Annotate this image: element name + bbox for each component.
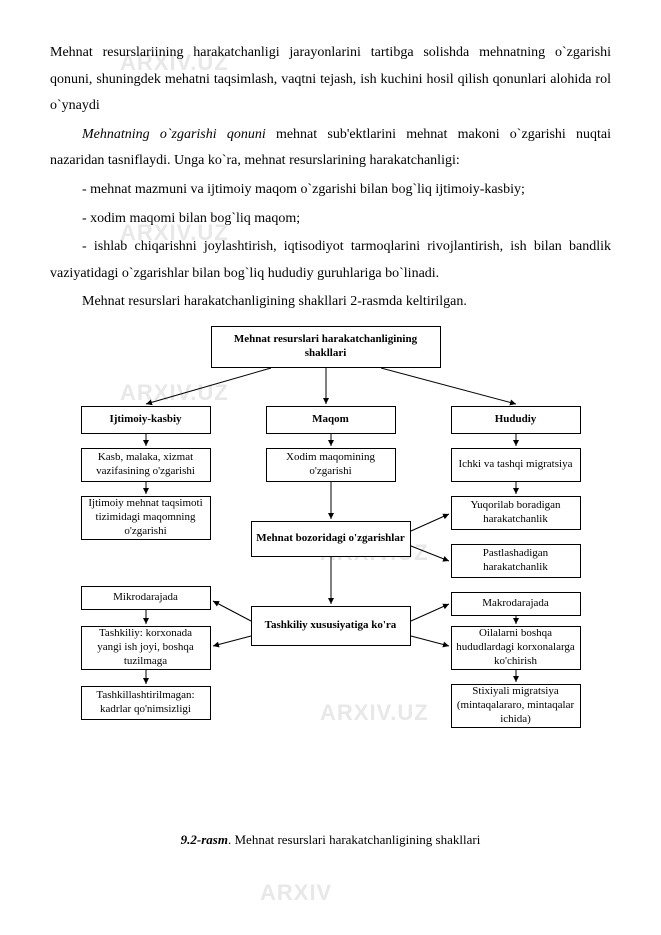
node-ijtm: Ijtimoiy mehnat taqsimoti tizimidagi maq… (81, 496, 211, 540)
node-ijtimoyi: Ijtimoiy-kasbiy (81, 406, 211, 434)
watermark: ARXIV (260, 880, 332, 906)
node-tkorx: Tashkiliy: korxonada yangi ish joyi, bos… (81, 626, 211, 670)
paragraph-1: Mehnat resurslariining harakatchanligi j… (50, 40, 611, 120)
node-ichki: Ichki va tashqi migratsiya (451, 448, 581, 482)
node-bozor: Mehnat bozoridagi o'zgarishlar (251, 521, 411, 557)
caption-text: . Mehnat resurslari harakatchanligining … (228, 832, 480, 847)
caption-label: 9.2-rasm (181, 832, 228, 847)
node-hududiy: Hududiy (451, 406, 581, 434)
paragraph-6: Mehnat resurslari harakatchanligining sh… (50, 289, 611, 316)
node-past: Pastlashadigan harakatchanlik (451, 544, 581, 578)
node-maqom: Maqom (266, 406, 396, 434)
figure-caption: 9.2-rasm. Mehnat resurslari harakatchanl… (50, 832, 611, 848)
paragraph-4: - xodim maqomi bilan bog`liq maqom; (50, 206, 611, 233)
paragraph-2: Mehnatning o`zgarishi qonuni mehnat sub'… (50, 122, 611, 175)
paragraph-5: - ishlab chiqarishni joylashtirish, iqti… (50, 234, 611, 287)
node-mikro: Mikrodarajada (81, 586, 211, 610)
emphasis-law: Mehnatning o`zgarishi qonuni (82, 127, 266, 142)
node-stix: Stixiyali migratsiya (mintaqalararo, min… (451, 684, 581, 728)
paragraph-3: - mehnat mazmuni va ijtimoiy maqom o`zga… (50, 177, 611, 204)
node-yuqori: Yuqorilab boradigan harakatchanlik (451, 496, 581, 530)
node-kasb: Kasb, malaka, xizmat vazifasining o'zgar… (81, 448, 211, 482)
node-tkadr: Tashkillashtirilmagan: kadrlar qo'nimsiz… (81, 686, 211, 720)
node-title: Mehnat resurslari harakatchanligining sh… (211, 326, 441, 368)
node-oila: Oilalarni boshqa hududlardagi korxonalar… (451, 626, 581, 670)
node-makro: Makrodarajada (451, 592, 581, 616)
flowchart: Mehnat resurslari harakatchanligining sh… (51, 326, 611, 826)
node-xodim: Xodim maqomining o'zgarishi (266, 448, 396, 482)
node-tashkiliy: Tashkiliy xususiyatiga ko'ra (251, 606, 411, 646)
